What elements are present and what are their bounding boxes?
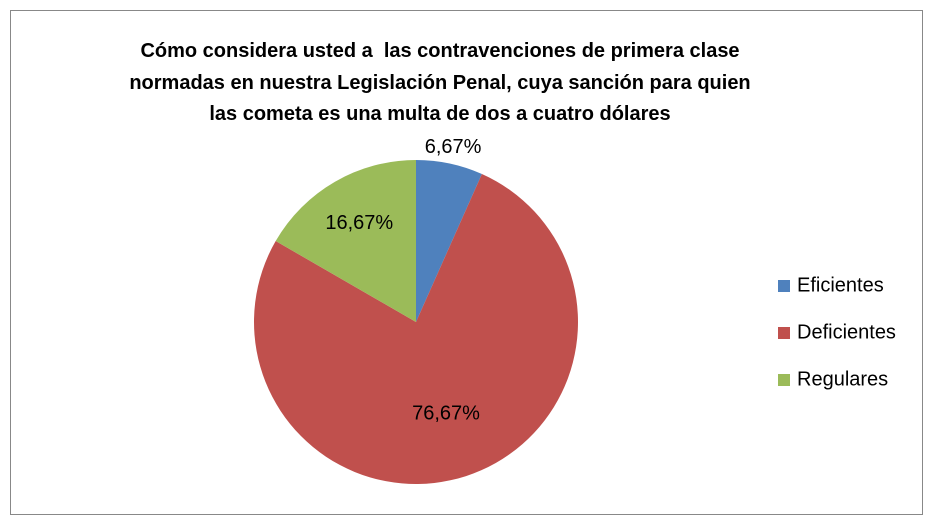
legend-swatch <box>778 280 790 292</box>
legend-label: Regulares <box>797 368 888 390</box>
legend-label: Deficientes <box>797 321 896 343</box>
chart-frame <box>10 10 923 515</box>
pie-slice <box>416 160 482 322</box>
pie-slice <box>275 160 416 322</box>
data-label: 76,67% <box>412 403 480 425</box>
data-label: 6,67% <box>425 136 482 158</box>
legend-label: Eficientes <box>797 274 884 296</box>
chart-title: Cómo considera usted a las contravencion… <box>129 40 751 125</box>
data-label: 16,67% <box>325 212 393 234</box>
legend-swatch <box>778 374 790 386</box>
pie-slice <box>254 174 579 485</box>
legend-swatch <box>778 327 790 339</box>
